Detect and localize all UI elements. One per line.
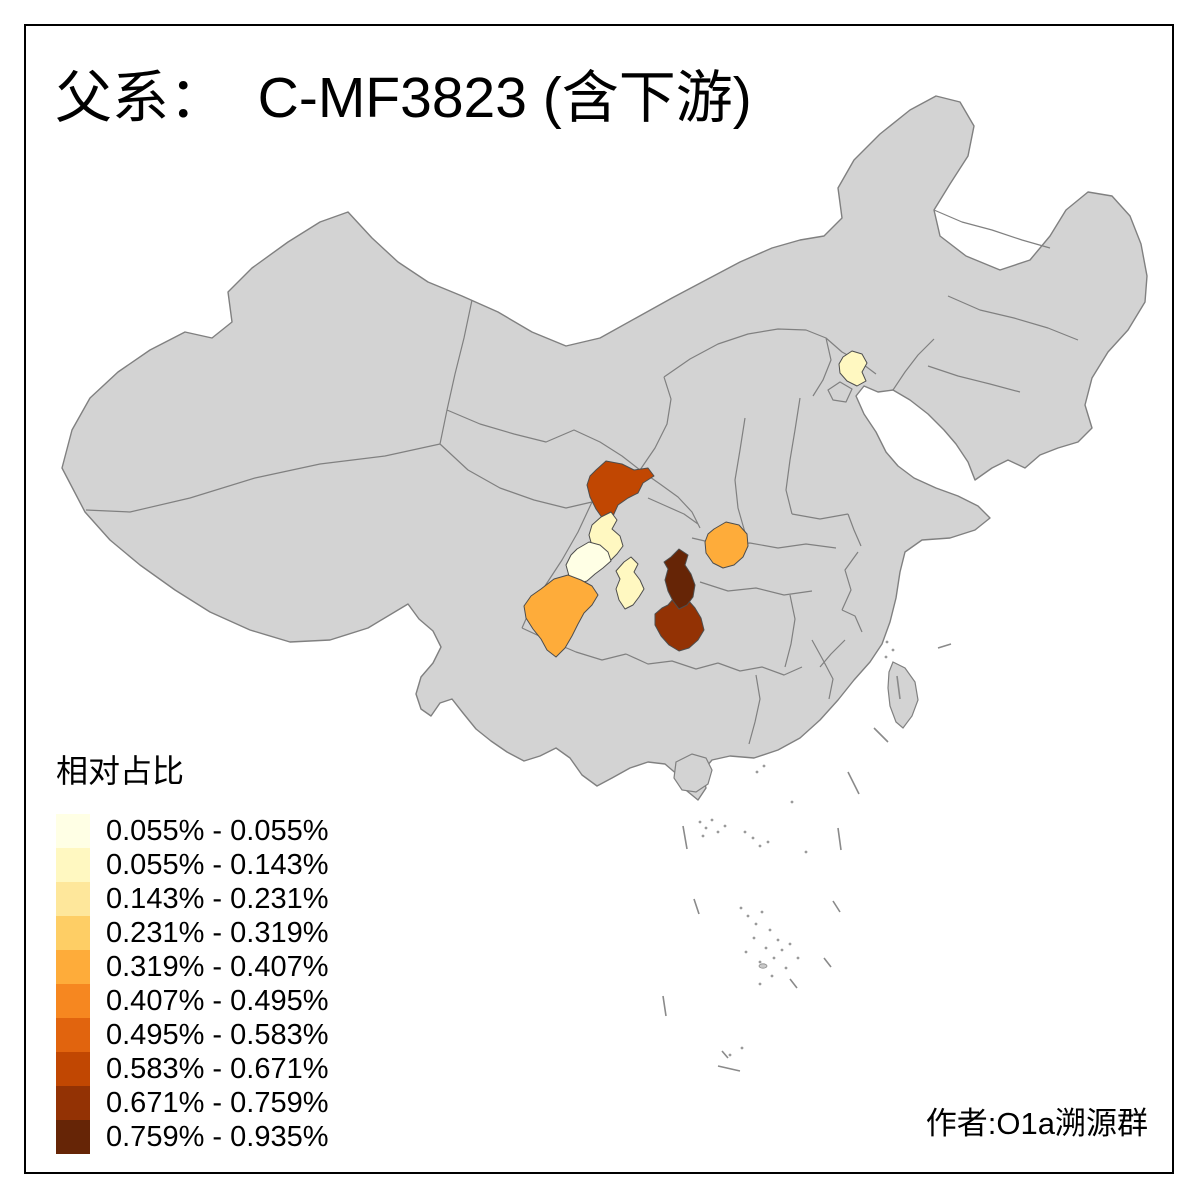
map-region-highlight-1 (838, 350, 868, 387)
map-region-highlight-2 (586, 460, 655, 520)
legend-item: 0.231% - 0.319% (56, 916, 328, 950)
legend-label: 0.759% - 0.935% (106, 1120, 329, 1153)
legend-swatch (56, 916, 90, 950)
legend-swatch-color (56, 848, 90, 882)
legend-item: 0.495% - 0.583% (56, 1018, 328, 1052)
legend-item: 0.583% - 0.671% (56, 1052, 328, 1086)
legend-swatch (56, 814, 90, 848)
legend-swatch-color (56, 814, 90, 848)
legend-swatch-color (56, 1120, 90, 1154)
legend-label: 0.055% - 0.143% (106, 848, 329, 881)
legend-swatch (56, 950, 90, 984)
legend-item: 0.759% - 0.935% (56, 1120, 328, 1154)
legend-swatch-color (56, 1086, 90, 1120)
legend-swatch-color (56, 916, 90, 950)
legend-label: 0.231% - 0.319% (106, 916, 329, 949)
legend-label: 0.583% - 0.671% (106, 1052, 329, 1085)
attribution-text: 作者:O1a溯源群 (925, 1106, 1148, 1141)
legend-item: 0.319% - 0.407% (56, 950, 328, 984)
legend-label: 0.319% - 0.407% (106, 950, 329, 983)
hainan-island (673, 753, 713, 793)
page-title: 父系： C-MF3823 (含下游) (55, 66, 752, 130)
legend-swatch (56, 1086, 90, 1120)
map-region-highlight-7 (523, 574, 599, 658)
legend-label: 0.671% - 0.759% (106, 1086, 329, 1119)
legend-swatch-color (56, 984, 90, 1018)
map-region-highlight-4 (565, 541, 612, 585)
legend-label: 0.143% - 0.231% (106, 882, 329, 915)
map-region-highlight-6 (704, 521, 749, 569)
legend-item: 0.055% - 0.143% (56, 848, 328, 882)
legend-swatch (56, 882, 90, 916)
legend-swatch-color (56, 1018, 90, 1052)
legend-swatch (56, 1018, 90, 1052)
map-region-highlight-8 (663, 548, 696, 610)
legend-swatch-color (56, 950, 90, 984)
taiwan-island (887, 661, 919, 729)
small-islands (698, 640, 895, 1057)
legend: 相对占比 0.055% - 0.055% 0.055% - 0.143% 0.1… (56, 746, 328, 1154)
legend-title: 相对占比 (56, 753, 185, 789)
legend-swatch-color (56, 882, 90, 916)
legend-label: 0.055% - 0.055% (106, 814, 329, 847)
legend-label: 0.495% - 0.583% (106, 1018, 329, 1051)
legend-swatch-color (56, 1052, 90, 1086)
legend-item: 0.143% - 0.231% (56, 882, 328, 916)
legend-item: 0.055% - 0.055% (56, 814, 328, 848)
province-borders (85, 209, 1079, 745)
south-china-sea-dashes (662, 643, 952, 1072)
legend-item: 0.407% - 0.495% (56, 984, 328, 1018)
map-region-highlight-5 (615, 556, 645, 610)
legend-swatch (56, 1120, 90, 1154)
legend-label: 0.407% - 0.495% (106, 984, 329, 1017)
legend-item: 0.671% - 0.759% (56, 1086, 328, 1120)
legend-swatch (56, 984, 90, 1018)
mainland-outline (61, 95, 1148, 801)
legend-swatch (56, 1052, 90, 1086)
highlighted-regions (523, 350, 868, 658)
legend-swatch (56, 848, 90, 882)
